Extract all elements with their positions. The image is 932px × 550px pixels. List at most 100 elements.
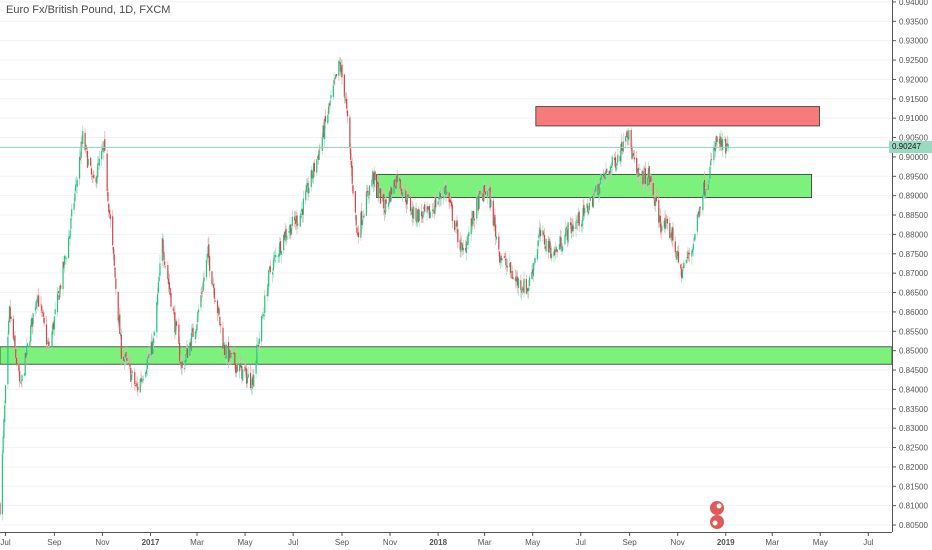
candle-body	[493, 217, 495, 227]
candle-body	[614, 157, 616, 161]
candle-body	[4, 405, 6, 422]
candle-body	[572, 224, 574, 232]
candle-body	[407, 194, 409, 197]
candle-body	[362, 216, 364, 218]
candle-body	[202, 280, 204, 291]
candle-body	[53, 316, 55, 330]
candle-body	[433, 210, 435, 214]
price-tick-label: 0.80500	[899, 521, 928, 530]
candle-body	[26, 345, 28, 356]
candle-body	[338, 60, 340, 77]
price-tick-label: 0.82500	[899, 444, 928, 453]
candle-body	[283, 232, 286, 240]
candle-body	[588, 210, 590, 214]
candle-body	[23, 373, 26, 376]
candle-body	[120, 334, 122, 359]
candle-body	[56, 293, 59, 313]
candle-body	[697, 212, 699, 214]
candle-body	[294, 216, 296, 221]
candle-body	[357, 233, 359, 235]
candle-body	[123, 359, 126, 363]
candle-body	[38, 295, 40, 307]
candle-body	[406, 194, 408, 204]
candle-body	[189, 342, 191, 357]
candle-body	[709, 166, 711, 179]
candle-body	[352, 185, 354, 194]
candle-body	[263, 314, 265, 317]
candle-body	[467, 234, 469, 245]
candle-body	[24, 353, 26, 376]
candle-body	[603, 176, 605, 179]
candle-body	[528, 288, 530, 291]
candle-body	[42, 312, 44, 317]
time-tick-label: Mar	[478, 538, 492, 547]
candle-body	[162, 239, 164, 253]
candle-body	[7, 336, 9, 385]
candle-body	[620, 143, 622, 162]
candle-body	[476, 197, 478, 219]
price-tick-label: 0.84000	[899, 385, 928, 394]
candle-body	[544, 246, 546, 249]
candle-body	[57, 291, 59, 294]
candle-body	[18, 364, 20, 372]
candle-body	[409, 197, 412, 212]
candle-body	[685, 259, 687, 264]
candle-body	[692, 249, 694, 253]
candle-body	[60, 285, 62, 289]
candle-body	[168, 282, 171, 289]
candle-body	[675, 251, 677, 258]
candle-body	[253, 374, 255, 387]
candle-body	[115, 278, 117, 290]
candle-body	[569, 222, 572, 226]
candle-body	[244, 366, 246, 372]
candle-body	[708, 179, 710, 184]
chart-title: Euro Fx/British Pound, 1D, FXCM	[6, 4, 171, 16]
candle-body	[426, 206, 428, 213]
candle-body	[19, 381, 22, 383]
candle-body	[539, 230, 542, 237]
candle-body	[136, 383, 138, 388]
candle-body	[15, 349, 17, 358]
time-tick-label: May	[525, 538, 540, 547]
candle-body	[632, 153, 635, 156]
time-tick-label: May	[813, 538, 828, 547]
candle-body	[8, 306, 11, 322]
candle-body	[190, 342, 192, 349]
candle-body	[543, 234, 546, 245]
candle-body	[597, 183, 599, 196]
time-tick-label: 2018	[429, 538, 447, 547]
candle-body	[305, 190, 307, 201]
candle-body	[424, 204, 426, 212]
candle-body	[401, 188, 403, 195]
candle-body	[216, 300, 219, 314]
tradingview-logo-icon	[710, 501, 724, 529]
candle-body	[510, 271, 513, 273]
candle-body	[642, 176, 644, 185]
candle-body	[349, 117, 351, 148]
candle-body	[587, 205, 589, 212]
candle-body	[169, 288, 171, 295]
candle-body	[411, 207, 413, 216]
time-tick-label: Jul	[288, 538, 298, 547]
candle-body	[117, 291, 119, 321]
candle-body	[257, 344, 260, 347]
candle-body	[398, 177, 401, 181]
candle-body	[396, 174, 398, 183]
candle-body	[52, 323, 54, 335]
candle-body	[354, 191, 356, 213]
candle-body	[219, 316, 221, 325]
candle-body	[532, 263, 535, 277]
candle-body	[184, 360, 186, 366]
candle-body	[472, 211, 475, 219]
candle-body	[655, 196, 657, 202]
candle-body	[542, 230, 544, 236]
candle-body	[583, 204, 585, 216]
candle-body	[627, 136, 629, 139]
candle-body	[647, 177, 649, 187]
candle-body	[247, 373, 249, 378]
candle-body	[190, 332, 193, 352]
candle-body	[658, 215, 661, 223]
candle-body	[340, 67, 342, 74]
candle-body	[522, 287, 524, 292]
